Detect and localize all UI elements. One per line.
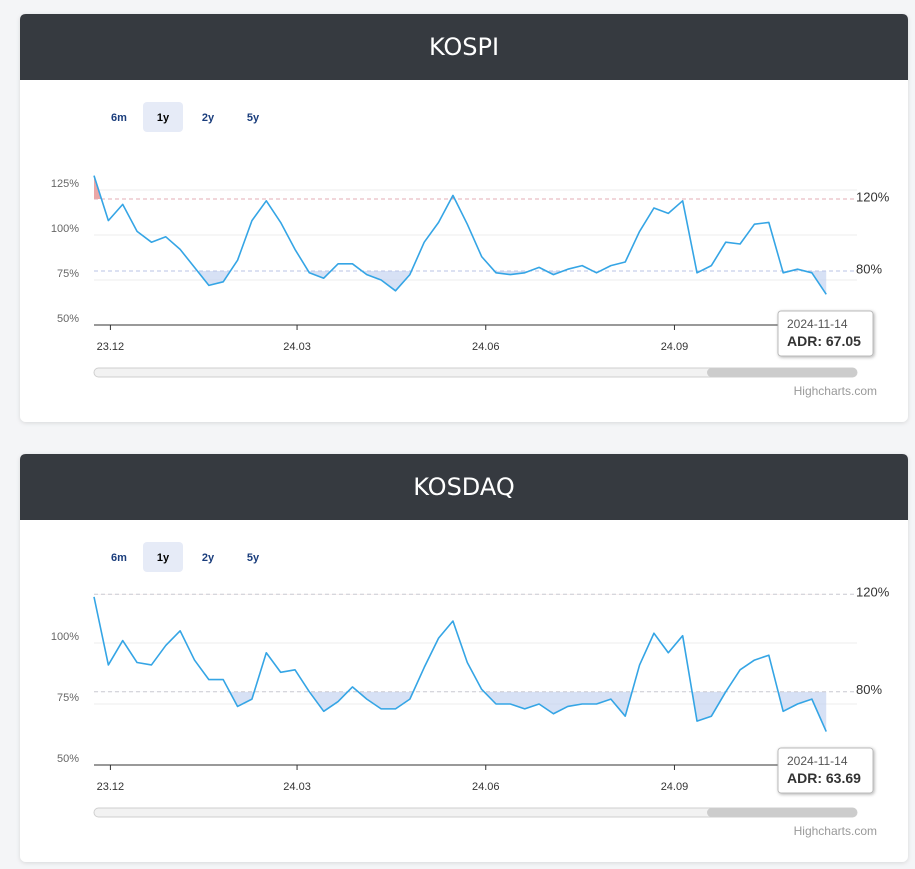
x-tick-label: 24.09 <box>661 781 689 793</box>
x-tick-label: 24.06 <box>472 341 500 353</box>
range-button-bg <box>143 102 183 132</box>
credits: Highcharts.com <box>794 824 877 838</box>
card <box>20 454 908 862</box>
range-button-label: 5y <box>247 112 260 124</box>
tooltip-value: ADR: 67.05 <box>787 333 861 349</box>
x-tick-label: 23.12 <box>97 341 125 353</box>
x-tick-label: 24.09 <box>661 341 689 353</box>
tooltip-date: 2024-11-14 <box>787 754 848 768</box>
range-button-label: 5y <box>247 552 260 564</box>
y-tick-label: 50% <box>57 753 79 765</box>
scrollbar-thumb[interactable] <box>707 368 857 377</box>
card-header <box>20 14 908 80</box>
range-button[interactable]: 1y <box>143 102 183 132</box>
range-button[interactable]: 2y <box>188 542 228 572</box>
plot-line-label: 120% <box>856 189 890 204</box>
range-button[interactable]: 1y <box>143 542 183 572</box>
series-line <box>93 596 827 732</box>
x-tick-label: 24.06 <box>472 781 500 793</box>
tooltip-number: 67.05 <box>826 333 861 349</box>
plot-line-label: 120% <box>856 585 890 600</box>
range-button[interactable]: 5y <box>233 102 273 132</box>
range-button-label: 1y <box>157 552 170 564</box>
card-header <box>20 454 908 520</box>
y-tick-label: 125% <box>51 178 79 190</box>
range-button[interactable]: 2y <box>188 102 228 132</box>
range-button-label: 6m <box>111 552 127 564</box>
x-tick-label: 24.03 <box>283 341 311 353</box>
y-tick-label: 75% <box>57 692 79 704</box>
series-line <box>93 175 827 295</box>
tooltip-label: ADR: <box>787 770 822 786</box>
range-button-label: 2y <box>202 112 215 124</box>
range-button-bg <box>143 542 183 572</box>
range-button[interactable]: 6m <box>99 542 139 572</box>
y-tick-label: 50% <box>57 313 79 325</box>
range-button-label: 1y <box>157 112 170 124</box>
y-tick-label: 75% <box>57 268 79 280</box>
tooltip-box <box>777 747 874 794</box>
range-button[interactable]: 6m <box>99 102 139 132</box>
plot-line-label: 80% <box>856 682 882 697</box>
tooltip-number: 63.69 <box>826 770 861 786</box>
range-button-label: 6m <box>111 112 127 124</box>
y-tick-label: 100% <box>51 631 79 643</box>
scrollbar-thumb[interactable] <box>707 808 857 817</box>
credits: Highcharts.com <box>794 384 877 398</box>
tooltip-label: ADR: <box>787 333 822 349</box>
plot-line-label: 80% <box>856 261 882 276</box>
chart-title: KOSPI <box>429 33 499 61</box>
tooltip-value: ADR: 63.69 <box>787 770 861 786</box>
x-tick-label: 24.03 <box>283 781 311 793</box>
tooltip-box <box>777 310 874 357</box>
x-tick-label: 23.12 <box>97 781 125 793</box>
y-tick-label: 100% <box>51 223 79 235</box>
range-button-label: 2y <box>202 552 215 564</box>
range-button[interactable]: 5y <box>233 542 273 572</box>
tooltip-date: 2024-11-14 <box>787 317 848 331</box>
chart-title: KOSDAQ <box>413 473 515 501</box>
